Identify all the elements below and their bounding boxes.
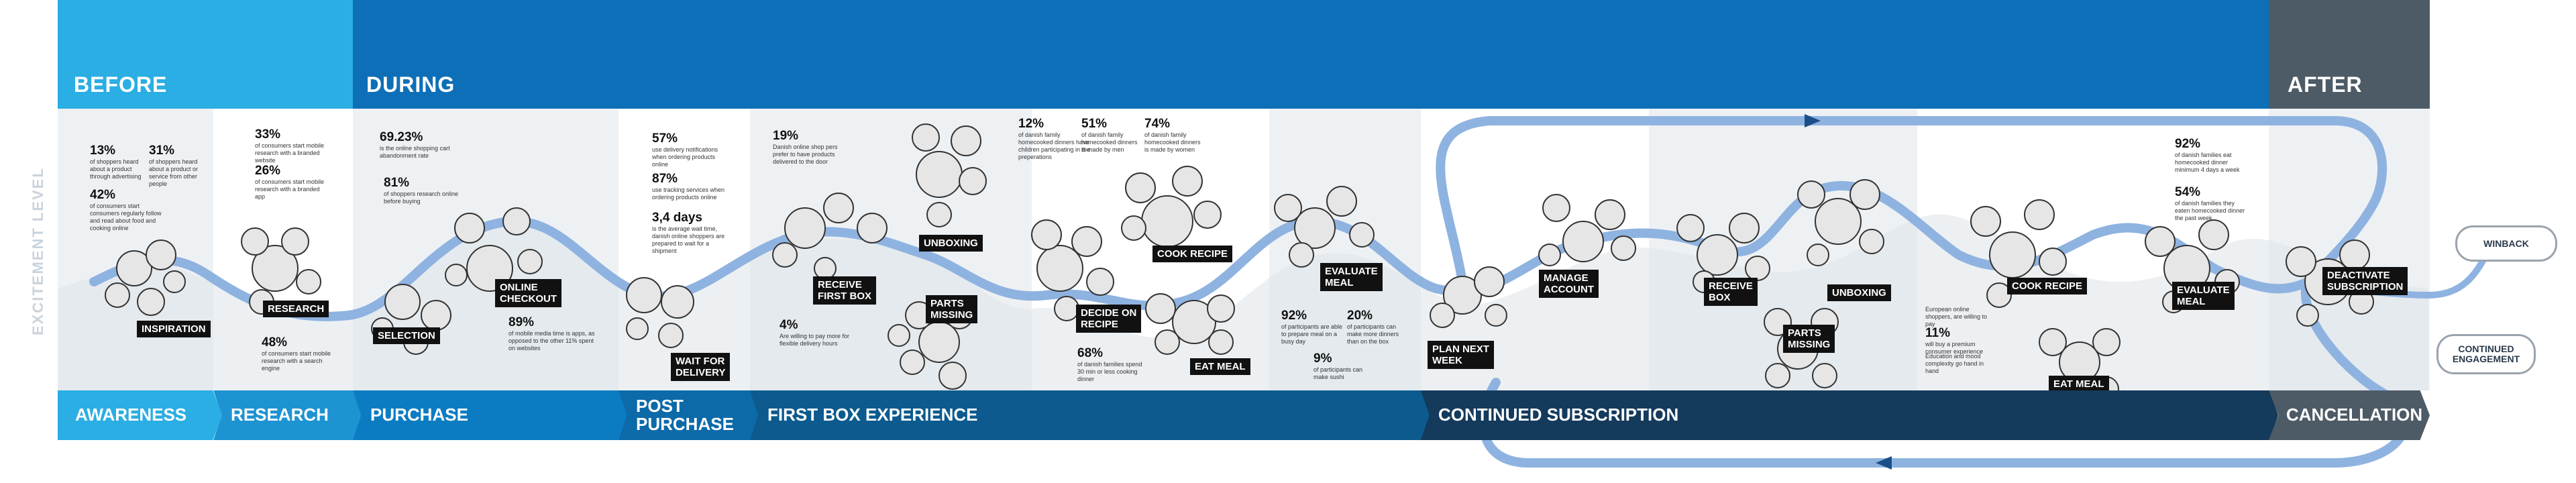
node-research[interactable]: RESEARCH bbox=[263, 301, 329, 317]
stat-31: 31% of shoppers heard about a product or … bbox=[149, 144, 199, 187]
stat-57: 57% use delivery notifications when order… bbox=[652, 131, 718, 168]
node-decide-on-recipe[interactable]: DECIDE ON RECIPE bbox=[1076, 305, 1142, 333]
node-unboxing-1[interactable]: UNBOXING bbox=[919, 235, 983, 252]
phase-band-before bbox=[58, 0, 353, 109]
node-receive-first-box[interactable]: RECEIVE FIRST BOX bbox=[813, 276, 877, 305]
phase-band-during bbox=[353, 0, 2269, 109]
node-eat-meal-1[interactable]: EAT MEAL bbox=[1190, 358, 1250, 375]
stat-89: 89% of mobile media time is apps, as oppo… bbox=[508, 315, 595, 352]
curve-fill bbox=[58, 214, 2428, 390]
stat-33: 33% of consumers start mobile research wi… bbox=[255, 127, 325, 164]
stat-51: 51% of danish family homecooked dinners i… bbox=[1081, 117, 1138, 153]
node-plan-next-week[interactable]: PLAN NEXT WEEK bbox=[1428, 341, 1495, 369]
loop-arrow-bottom bbox=[1876, 456, 1892, 470]
stage-continued-subscription[interactable]: CONTINUED SUBSCRIPTION bbox=[1421, 390, 2278, 440]
stat-4: 4% Are willing to pay more for flexible d… bbox=[780, 318, 850, 347]
stage-cancellation[interactable]: CANCELLATION bbox=[2269, 390, 2430, 440]
node-parts-missing-2[interactable]: PARTS MISSING bbox=[1783, 325, 1835, 353]
phase-after-label: AFTER bbox=[2288, 72, 2363, 97]
node-wait-for-delivery[interactable]: WAIT FOR DELIVERY bbox=[671, 353, 731, 381]
stat-12: 12% of danish family homecooked dinners h… bbox=[1018, 117, 1091, 160]
stat-54: 54% of danish families they eaten homecoo… bbox=[2175, 185, 2245, 221]
illustration-clusters bbox=[105, 123, 2374, 414]
node-cook-recipe-1[interactable]: COOK RECIPE bbox=[1152, 246, 1233, 262]
stat-42: 42% of consumers start consumers regularl… bbox=[90, 188, 162, 231]
node-winback[interactable]: WINBACK bbox=[2455, 225, 2557, 262]
stage-purchase[interactable]: PURCHASE bbox=[353, 390, 628, 440]
stat-87: 87% use tracking services when ordering p… bbox=[652, 172, 725, 201]
stage-awareness[interactable]: AWARENESS bbox=[58, 390, 223, 440]
stat-81: 81% of shoppers research online before bu… bbox=[384, 176, 459, 205]
node-online-checkout[interactable]: ONLINE CHECKOUT bbox=[495, 279, 561, 307]
stat-69: 69.23% is the online shopping cart abando… bbox=[380, 130, 450, 159]
stat-92-busy: 92% of participants are able to prepare m… bbox=[1281, 309, 1343, 345]
node-parts-missing-1[interactable]: PARTS MISSING bbox=[926, 295, 978, 323]
stat-19: 19% Danish online shop pers prefer to hav… bbox=[773, 129, 838, 165]
node-unboxing-2[interactable]: UNBOXING bbox=[1827, 284, 1891, 301]
note-education: Education and mood complexity go hand in… bbox=[1925, 353, 1984, 374]
stat-13: 13% of shoppers heard about a product thr… bbox=[90, 144, 142, 180]
stage-research[interactable]: RESEARCH bbox=[213, 390, 362, 440]
stat-68: 68% of danish families spend 30 min or le… bbox=[1077, 346, 1142, 382]
node-selection[interactable]: SELECTION bbox=[373, 327, 440, 344]
stat-92-dinner: 92% of danish families eat homecooked din… bbox=[2175, 137, 2240, 173]
node-deactivate-subscription[interactable]: DEACTIVATE SUBSCRIPTION bbox=[2322, 267, 2408, 295]
stat-74: 74% of danish family homecooked dinners i… bbox=[1144, 117, 1201, 153]
stat-3-4-days: 3,4 days is the average wait time, danish… bbox=[652, 211, 725, 254]
loop-arrow-top bbox=[1805, 114, 1821, 127]
phase-band-after bbox=[2269, 0, 2430, 109]
phase-during-label: DURING bbox=[366, 72, 455, 97]
node-evaluate-meal-1[interactable]: EVALUATE MEAL bbox=[1320, 263, 1383, 291]
stage-post-purchase[interactable]: POST PURCHASE bbox=[619, 390, 759, 440]
stat-20: 20% of participants can make more dinners… bbox=[1347, 309, 1399, 345]
stage-first-box-experience[interactable]: FIRST BOX EXPERIENCE bbox=[750, 390, 1430, 440]
node-evaluate-meal-2[interactable]: EVALUATE MEAL bbox=[2172, 282, 2235, 310]
stat-48: 48% of consumers start mobile research wi… bbox=[262, 335, 331, 372]
node-receive-box[interactable]: RECEIVE BOX bbox=[1704, 278, 1758, 306]
stat-11: 11% will buy a premium consumer experienc… bbox=[1925, 326, 1984, 355]
node-manage-account[interactable]: MANAGE ACCOUNT bbox=[1539, 270, 1599, 298]
node-eat-meal-2[interactable]: EAT MEAL bbox=[2049, 376, 2109, 392]
stat-9: 9% of participants can make sushi bbox=[1313, 352, 1363, 380]
node-inspiration[interactable]: INSPIRATION bbox=[137, 321, 211, 337]
note-eu-shoppers: European online shoppers, are willing to… bbox=[1925, 306, 1988, 327]
node-cook-recipe-2[interactable]: COOK RECIPE bbox=[2007, 278, 2088, 294]
stat-26: 26% of consumers start mobile research wi… bbox=[255, 164, 325, 200]
node-continued-engagement[interactable]: CONTINUED ENGAGEMENT bbox=[2436, 334, 2536, 374]
phase-before-label: BEFORE bbox=[74, 72, 168, 97]
